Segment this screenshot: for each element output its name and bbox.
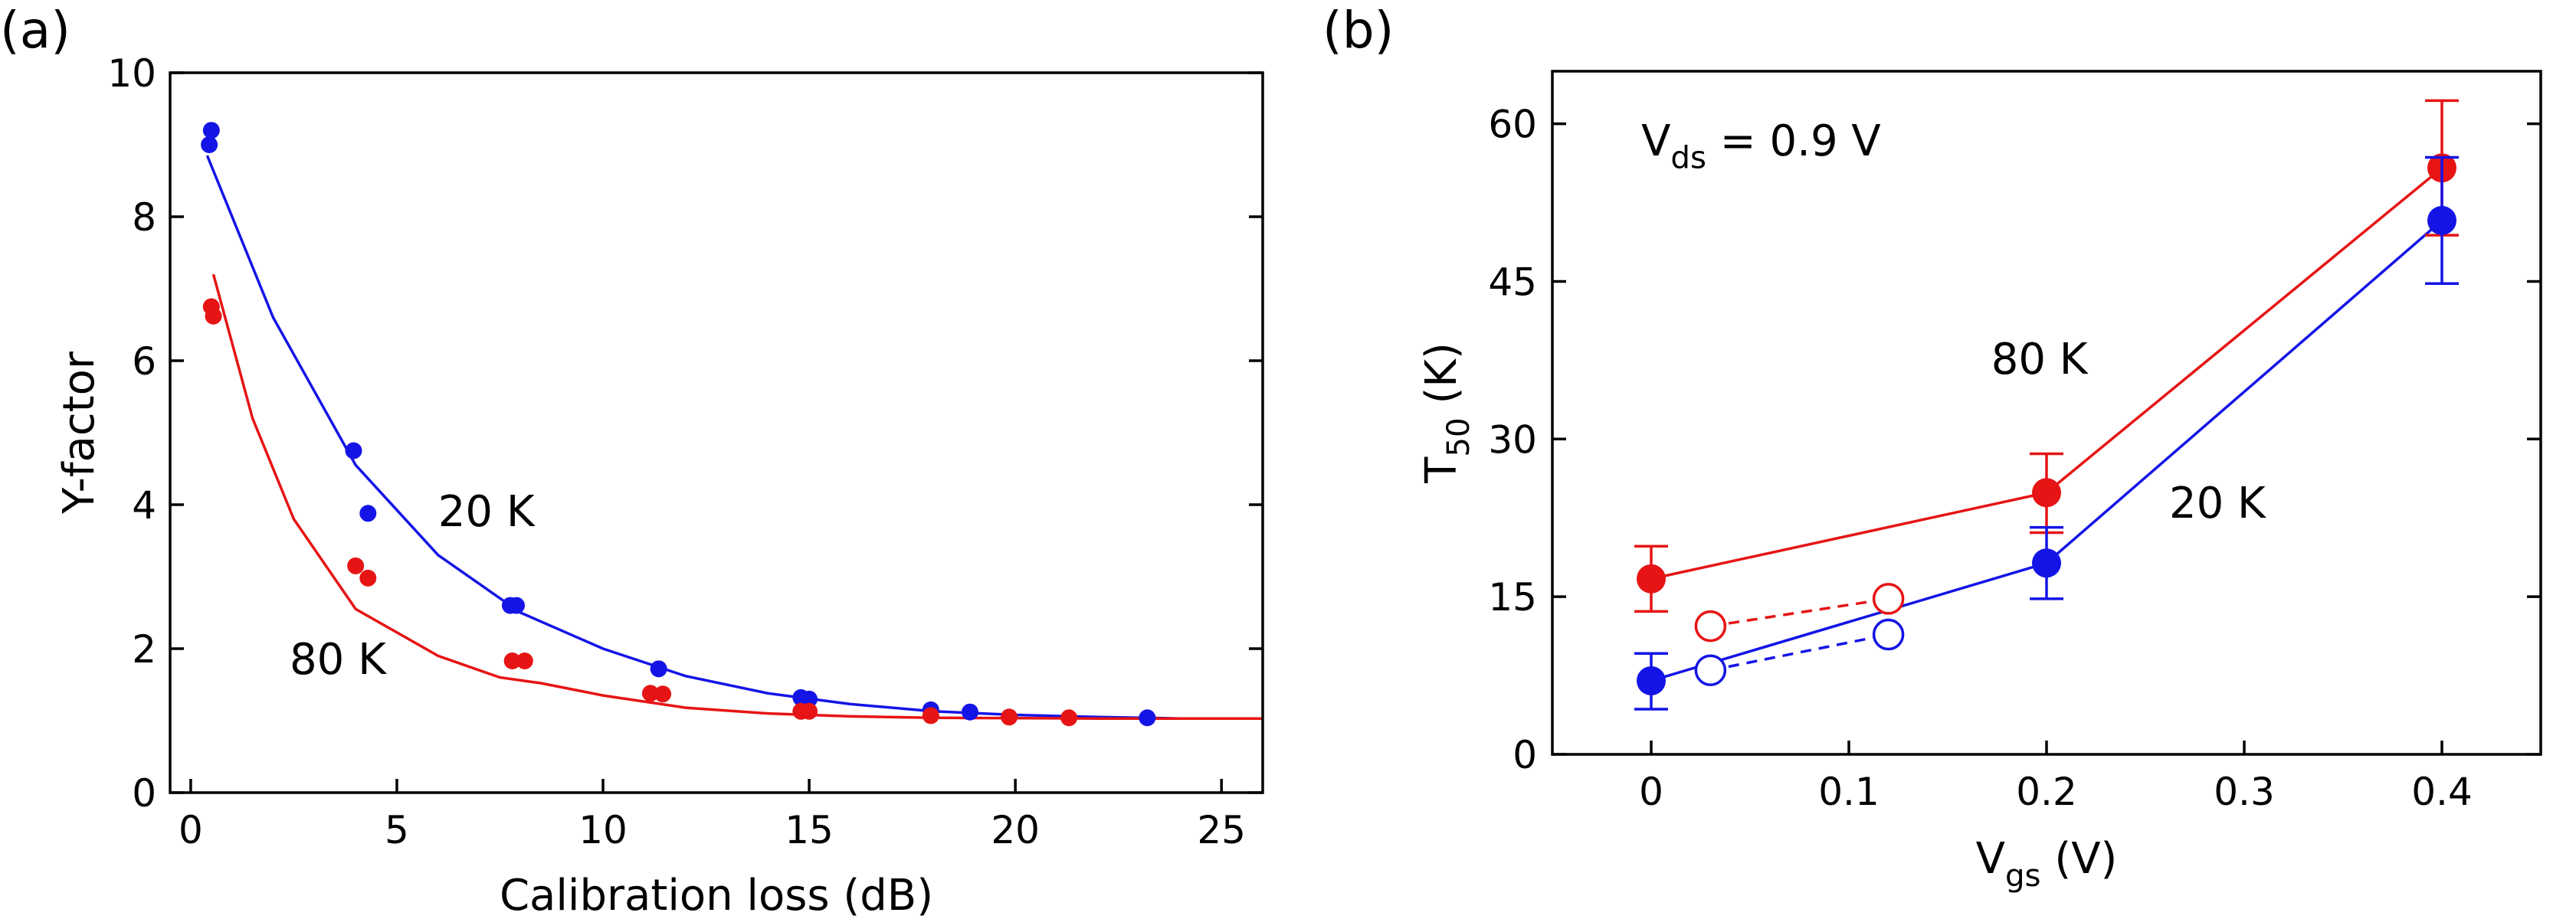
x-tick-label: 0 bbox=[1639, 770, 1663, 814]
series-line-20-k bbox=[1650, 219, 2443, 682]
data-point-80k bbox=[1060, 709, 1078, 727]
x-axis-title-a: Calibration loss (dB) bbox=[500, 871, 933, 919]
data-point-80k bbox=[516, 652, 533, 669]
vds-annotation-unit: = 0.9 V bbox=[1706, 116, 1881, 166]
x-tick-label: 10 bbox=[578, 808, 628, 852]
data-point-80k bbox=[359, 569, 377, 587]
data-point-80k bbox=[205, 307, 222, 325]
data-point-80k bbox=[801, 702, 818, 720]
x-tick-label: 15 bbox=[785, 808, 834, 852]
data-point-20k bbox=[650, 660, 667, 678]
data-point-80k bbox=[922, 707, 939, 724]
data-point-20k bbox=[1139, 709, 1156, 727]
series-label-80k: 80 K bbox=[1991, 335, 2089, 384]
series-label-80k: 80 K bbox=[290, 635, 387, 685]
y-tick-label: 0 bbox=[1512, 733, 1537, 777]
panel-a-chart: (a) 0 5 10 15 20 25 0 2 4 6 8 10 Calibration loss (dB… bbox=[0, 1, 1264, 919]
x-tick-label: 0.2 bbox=[2016, 770, 2077, 814]
data-point-80-k-open bbox=[1872, 583, 1905, 615]
data-point-20k bbox=[202, 122, 220, 139]
data-point-80-k-open bbox=[1694, 610, 1727, 643]
panel-b-chart: (b) 0 0.1 0.2 0.3 0.4 0 15 30 45 60 Vgs (V) T50 (K) V… bbox=[1322, 1, 2542, 894]
x-tick-label: 0.3 bbox=[2214, 770, 2275, 814]
plot-frame-a bbox=[169, 71, 1264, 794]
data-point-20-k-open bbox=[1694, 654, 1727, 686]
data-point-20k bbox=[961, 703, 978, 721]
x-tick-label: 25 bbox=[1197, 808, 1246, 852]
data-point-80k bbox=[503, 652, 521, 669]
vds-annotation-sub: ds bbox=[1670, 140, 1706, 176]
x-tick-label: 20 bbox=[991, 808, 1040, 852]
x-axis-title-b-main: V bbox=[1976, 834, 2005, 884]
data-point-20k bbox=[359, 505, 377, 522]
data-point-80k bbox=[641, 685, 659, 702]
y-tick-label: 2 bbox=[132, 627, 156, 672]
y-axis-title-b-sub: 50 bbox=[1440, 417, 1476, 456]
panel-label-b: (b) bbox=[1322, 1, 1394, 60]
y-tick-label: 30 bbox=[1488, 417, 1537, 462]
y-axis-title-b-main: T bbox=[1417, 456, 1467, 484]
y-tick-label: 45 bbox=[1488, 260, 1537, 304]
x-tick-label: 0.1 bbox=[1818, 770, 1880, 814]
y-axis-title-a: Y-factor bbox=[54, 351, 104, 515]
y-tick-label: 8 bbox=[132, 195, 156, 240]
data-point-20k bbox=[345, 442, 362, 460]
series-line-80-k-open bbox=[1710, 597, 1889, 628]
y-tick-label: 15 bbox=[1488, 575, 1537, 620]
data-point-80k bbox=[654, 685, 672, 703]
data-point-20-k bbox=[1637, 666, 1666, 695]
vds-annotation: Vds = 0.9 V bbox=[1641, 116, 1881, 176]
series-label-20k: 20 K bbox=[2169, 479, 2266, 528]
data-point-80-k bbox=[1637, 564, 1666, 594]
x-axis-title-b: Vgs (V) bbox=[1976, 834, 2118, 894]
data-point-20-k bbox=[2032, 548, 2061, 578]
data-point-20k bbox=[801, 690, 818, 708]
vds-annotation-main: V bbox=[1641, 116, 1670, 166]
y-tick-label: 0 bbox=[132, 771, 156, 816]
data-point-20-k bbox=[2427, 205, 2456, 235]
x-tick-label: 5 bbox=[385, 808, 409, 852]
fit-line-80k bbox=[211, 273, 1263, 720]
data-point-20-k-open bbox=[1872, 618, 1905, 651]
y-tick-label: 6 bbox=[132, 339, 156, 384]
x-axis-title-b-sub: gs bbox=[2005, 858, 2041, 894]
x-tick-label: 0.4 bbox=[2411, 770, 2473, 814]
y-axis-title-b-unit: (K) bbox=[1417, 342, 1467, 417]
data-point-80-k bbox=[2032, 478, 2061, 508]
y-tick-label: 4 bbox=[132, 483, 156, 528]
y-tick-label: 10 bbox=[107, 51, 156, 96]
y-tick-label: 60 bbox=[1488, 103, 1537, 147]
series-label-20k: 20 K bbox=[438, 487, 536, 537]
fit-line-20k bbox=[205, 155, 1263, 720]
y-axis-title-b: T50 (K) bbox=[1417, 342, 1476, 484]
data-point-20k bbox=[508, 597, 526, 614]
data-point-80k bbox=[347, 557, 365, 574]
x-tick-label: 0 bbox=[179, 808, 203, 852]
panel-label-a: (a) bbox=[0, 1, 70, 60]
data-point-20k bbox=[201, 136, 218, 153]
series-line-20-k-open bbox=[1710, 633, 1889, 672]
x-axis-title-b-unit: (V) bbox=[2041, 834, 2118, 884]
data-point-80k bbox=[1001, 708, 1018, 726]
